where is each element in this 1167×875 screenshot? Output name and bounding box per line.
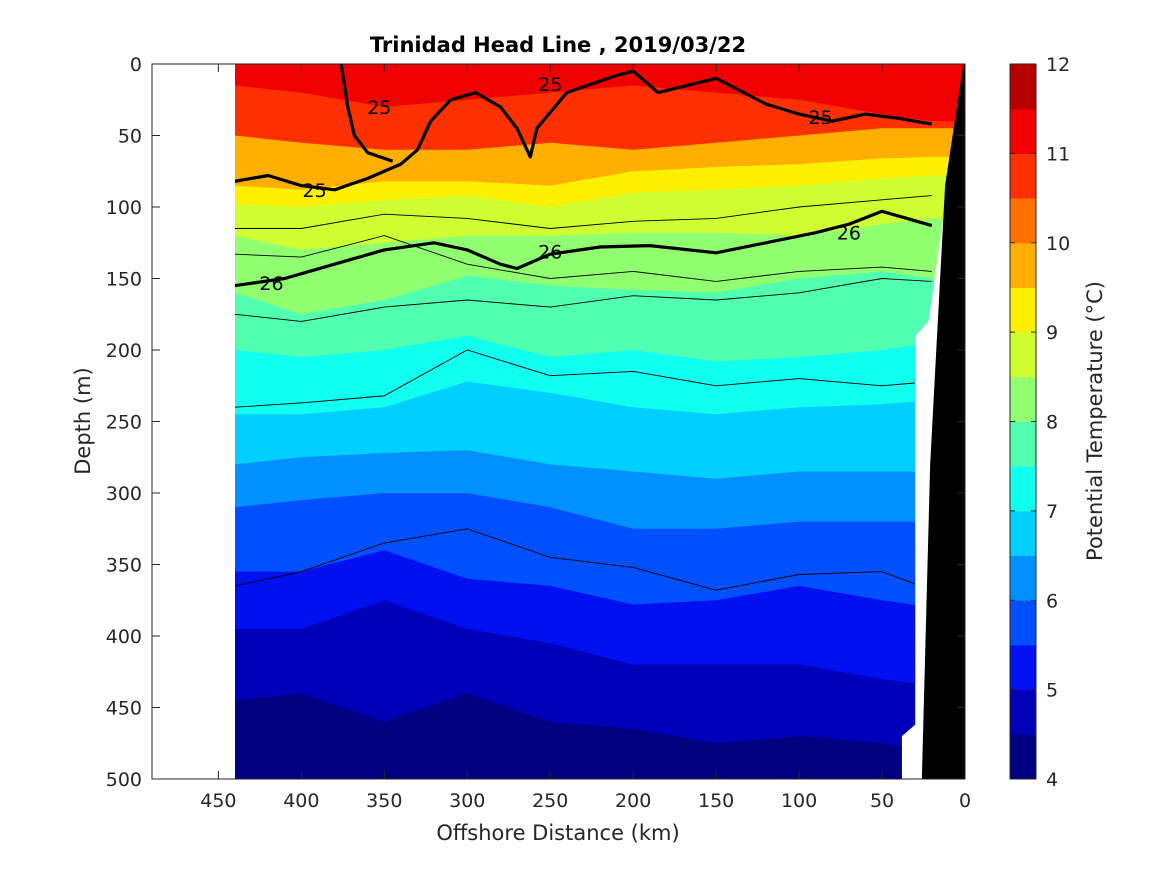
density-contour-thick (339, 64, 394, 163)
x-axis-ticks: 450 400 350 300 250 200 150 100 50 0 (200, 64, 971, 812)
x-tick-label: 350 (366, 790, 402, 812)
colorbar-segment (1010, 510, 1036, 557)
colorbar-tick-label: 10 (1046, 233, 1070, 255)
colorbar-segment (1010, 332, 1036, 378)
x-tick-label: 200 (615, 790, 651, 812)
colorbar-segment (1010, 555, 1036, 601)
colorbar-segment (1010, 287, 1036, 333)
y-tick-label: 0 (130, 54, 142, 76)
x-tick-label: 250 (532, 790, 568, 812)
colorbar-segment (1010, 600, 1036, 646)
x-tick-label: 400 (283, 790, 319, 812)
x-axis-label: Offshore Distance (km) (436, 821, 679, 845)
y-tick-label: 500 (106, 769, 142, 791)
y-tick-label: 100 (106, 197, 142, 219)
bathymetry-layer (901, 64, 965, 779)
colorbar-tick-label: 4 (1046, 769, 1058, 791)
colorbar-segment (1010, 421, 1036, 467)
colorbar-segment (1010, 466, 1036, 512)
density-contours-thin (234, 195, 932, 591)
colorbar-segment (1010, 242, 1036, 288)
x-tick-label: 50 (870, 790, 894, 812)
y-tick-label: 50 (118, 126, 142, 148)
chart-title: Trinidad Head Line , 2019/03/22 (370, 33, 746, 57)
colorbar-tick-label: 7 (1046, 501, 1058, 523)
density-contour-thick (234, 69, 933, 192)
colorbar-label: Potential Temperature (°C) (1083, 281, 1107, 561)
y-tick-label: 300 (106, 483, 142, 505)
colorbar-tick-label: 11 (1046, 143, 1070, 165)
colorbar-segment (1010, 644, 1036, 691)
density-contour-thin (234, 528, 932, 591)
colorbar: 12 11 10 9 8 7 6 5 4 (1009, 54, 1070, 791)
colorbar-segment (1010, 198, 1036, 244)
contour-label: 26 (259, 273, 283, 295)
contour-label: 25 (538, 74, 562, 96)
density-contour-thick (234, 209, 933, 288)
contour-label: 25 (367, 97, 391, 119)
contour-label: 26 (837, 223, 861, 245)
x-tick-label: 450 (200, 790, 236, 812)
y-tick-label: 400 (106, 626, 142, 648)
density-contours-thick (234, 64, 933, 288)
x-tick-label: 300 (449, 790, 485, 812)
temperature-band (234, 693, 965, 779)
colorbar-tick-label: 8 (1046, 412, 1058, 434)
y-axis-label: Depth (m) (71, 367, 95, 474)
seafloor (921, 64, 965, 779)
colorbar-segment (1010, 734, 1036, 780)
colorbar-tick-label: 9 (1046, 322, 1058, 344)
density-contour-thin (234, 278, 932, 322)
y-tick-label: 350 (106, 555, 142, 577)
colorbar-tick-label: 6 (1046, 590, 1058, 612)
contour-label: 25 (303, 180, 327, 202)
colorbar-segment (1010, 376, 1036, 422)
contour-label: 25 (809, 107, 833, 129)
density-contour-thin (234, 349, 932, 408)
y-tick-label: 200 (106, 340, 142, 362)
temperature-fill-layer (234, 64, 965, 779)
y-tick-label: 250 (106, 412, 142, 434)
plot-area: 25 25 25 25 26 26 26 (152, 64, 965, 779)
y-tick-label: 450 (106, 698, 142, 720)
contour-labels: 25 25 25 25 26 26 26 (259, 74, 861, 295)
y-tick-label: 150 (106, 269, 142, 291)
x-tick-label: 150 (698, 790, 734, 812)
colorbar-tick-label: 12 (1046, 54, 1070, 76)
density-contour-thin (235, 195, 932, 229)
y-axis-ticks: 0 50 100 150 200 250 300 350 400 450 500 (106, 54, 965, 791)
colorbar-segment (1010, 153, 1036, 199)
colorbar-segment (1010, 108, 1036, 154)
contour-label: 26 (538, 241, 562, 263)
colorbar-segment (1010, 689, 1036, 735)
colorbar-tick-label: 5 (1046, 680, 1058, 702)
colorbar-segment (1010, 64, 1036, 110)
x-tick-label: 0 (959, 790, 971, 812)
x-tick-label: 100 (781, 790, 817, 812)
density-contour-thin (234, 235, 932, 282)
